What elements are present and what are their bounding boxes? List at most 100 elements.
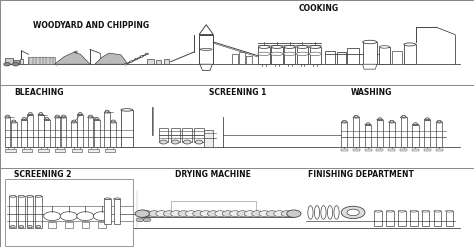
- Bar: [258, 47, 270, 64]
- Circle shape: [185, 211, 197, 217]
- Ellipse shape: [314, 206, 319, 219]
- Ellipse shape: [404, 43, 416, 46]
- Bar: [389, 122, 395, 147]
- Circle shape: [95, 118, 99, 120]
- Circle shape: [178, 211, 190, 217]
- Bar: [77, 115, 83, 147]
- Ellipse shape: [55, 117, 60, 118]
- Bar: [147, 59, 154, 64]
- Circle shape: [259, 211, 270, 217]
- Bar: [412, 149, 419, 151]
- Circle shape: [141, 211, 153, 217]
- Bar: [44, 120, 50, 147]
- Circle shape: [342, 120, 346, 122]
- Circle shape: [74, 51, 77, 53]
- Ellipse shape: [44, 119, 50, 121]
- Ellipse shape: [363, 40, 377, 44]
- Circle shape: [105, 110, 109, 112]
- Text: WASHING: WASHING: [351, 88, 392, 97]
- Ellipse shape: [321, 206, 326, 219]
- Bar: [55, 149, 65, 152]
- Bar: [401, 117, 407, 147]
- Polygon shape: [200, 64, 212, 70]
- Ellipse shape: [308, 206, 313, 219]
- Circle shape: [237, 211, 248, 217]
- Ellipse shape: [104, 112, 110, 113]
- Bar: [353, 149, 360, 151]
- Bar: [422, 211, 429, 226]
- Circle shape: [4, 62, 10, 66]
- Ellipse shape: [328, 206, 333, 219]
- Circle shape: [366, 123, 370, 125]
- Bar: [365, 149, 372, 151]
- Bar: [18, 196, 25, 228]
- Bar: [239, 52, 245, 64]
- Ellipse shape: [297, 45, 308, 48]
- Circle shape: [129, 61, 132, 62]
- Bar: [297, 47, 308, 64]
- Ellipse shape: [21, 119, 27, 121]
- Bar: [194, 128, 204, 142]
- Bar: [21, 120, 27, 147]
- Ellipse shape: [377, 119, 383, 121]
- Ellipse shape: [94, 119, 100, 121]
- Text: COOKING: COOKING: [299, 4, 339, 13]
- Circle shape: [146, 53, 148, 55]
- Bar: [436, 122, 442, 147]
- Bar: [182, 128, 192, 142]
- Bar: [11, 122, 17, 147]
- Bar: [110, 122, 116, 147]
- Circle shape: [160, 140, 167, 144]
- Bar: [164, 59, 169, 64]
- Bar: [424, 149, 431, 151]
- Bar: [104, 112, 110, 147]
- Circle shape: [341, 206, 365, 219]
- Circle shape: [171, 211, 182, 217]
- Ellipse shape: [365, 124, 371, 125]
- Circle shape: [93, 212, 110, 221]
- Circle shape: [6, 115, 9, 117]
- Circle shape: [72, 120, 76, 122]
- Bar: [347, 48, 359, 64]
- Polygon shape: [199, 25, 213, 35]
- Circle shape: [10, 226, 15, 228]
- Ellipse shape: [389, 122, 395, 123]
- Bar: [72, 149, 82, 152]
- Ellipse shape: [18, 196, 25, 197]
- Bar: [398, 211, 406, 226]
- Text: WOODYARD AND CHIPPING: WOODYARD AND CHIPPING: [33, 21, 149, 30]
- Bar: [379, 47, 390, 64]
- Bar: [325, 51, 335, 64]
- Ellipse shape: [110, 122, 116, 123]
- Circle shape: [244, 211, 255, 217]
- Circle shape: [44, 212, 61, 221]
- Circle shape: [354, 115, 358, 117]
- Circle shape: [36, 226, 41, 228]
- Ellipse shape: [341, 122, 347, 123]
- Bar: [404, 44, 416, 64]
- Bar: [88, 149, 99, 152]
- Circle shape: [89, 115, 92, 117]
- Bar: [105, 149, 115, 152]
- Ellipse shape: [9, 196, 16, 197]
- Ellipse shape: [114, 198, 120, 200]
- Circle shape: [222, 211, 234, 217]
- Circle shape: [12, 120, 16, 122]
- Bar: [271, 47, 283, 64]
- Bar: [232, 54, 238, 64]
- Bar: [27, 196, 33, 228]
- Ellipse shape: [436, 122, 442, 123]
- Ellipse shape: [412, 124, 419, 125]
- Polygon shape: [55, 52, 90, 64]
- Ellipse shape: [88, 117, 93, 118]
- Circle shape: [111, 120, 115, 122]
- Circle shape: [70, 54, 73, 56]
- Circle shape: [28, 113, 32, 115]
- Bar: [284, 47, 295, 64]
- Circle shape: [401, 115, 405, 117]
- Text: SCREENING 2: SCREENING 2: [14, 170, 72, 179]
- Bar: [353, 117, 359, 147]
- Circle shape: [413, 123, 417, 125]
- Bar: [38, 115, 44, 147]
- Circle shape: [287, 210, 301, 217]
